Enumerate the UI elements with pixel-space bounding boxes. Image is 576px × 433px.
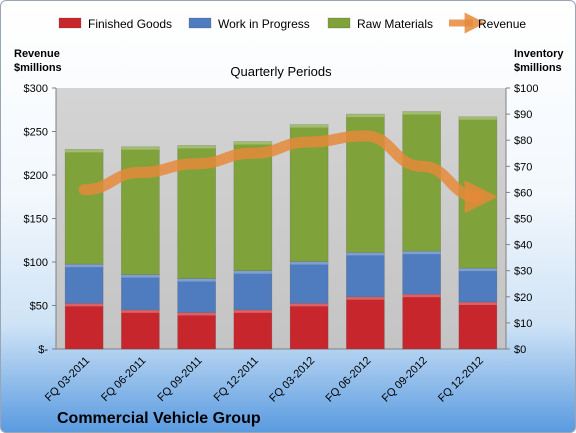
right-tick-label: $80 (514, 135, 532, 147)
right-axis-title-line1: Inventory (514, 48, 564, 60)
bar-highlight (65, 149, 104, 153)
bar-work-in-progress (64, 263, 104, 304)
bar-finished-goods (458, 301, 498, 350)
bar-work-in-progress (458, 267, 498, 303)
bar-work-in-progress (289, 261, 329, 304)
legend-label-revenue: Revenue (478, 17, 526, 31)
chart-subtitle: Quarterly Periods (230, 64, 332, 79)
right-tick-label: $30 (514, 266, 532, 278)
x-tick-label: FQ 06-2011 (99, 355, 148, 404)
x-tick-label: FQ 12-2012 (436, 355, 486, 405)
bar-highlight (177, 278, 216, 282)
right-axis: $0 $10 $20 $30 $40 $50 $60 $70 $80 $90 $100 (505, 83, 538, 356)
right-tick-label: $90 (514, 109, 532, 121)
x-tick-label: FQ 03-2011 (43, 355, 92, 404)
left-tick-label: $150 (24, 214, 48, 226)
x-tick-label: FQ 09-2011 (155, 355, 204, 404)
bar-highlight (290, 124, 329, 128)
bar-highlight (121, 274, 160, 278)
right-tick-label: $60 (514, 187, 532, 199)
bar-highlight (402, 111, 441, 115)
revenue-line-path (78, 130, 498, 214)
legend-label-work-in-progress: Work in Progress (218, 17, 310, 31)
bar-work-in-progress (121, 274, 160, 311)
bar-highlight (177, 312, 216, 316)
x-tick-label: FQ 09-2012 (380, 355, 430, 405)
bar-work-in-progress (233, 270, 273, 311)
left-tick-label: $- (38, 344, 48, 356)
bar-work-in-progress (402, 250, 441, 295)
left-tick-label: $250 (24, 127, 48, 139)
legend-swatch-raw-materials (327, 17, 351, 29)
bar-highlight (458, 268, 497, 272)
left-axis-title-line1: Revenue (14, 48, 60, 60)
legend-label-raw-materials: Raw Materials (357, 17, 433, 31)
bar-raw-materials (64, 149, 104, 265)
x-tick-label: FQ 12-2011 (212, 355, 261, 404)
bar-highlight (402, 294, 441, 298)
bar-finished-goods (233, 309, 273, 350)
bar-highlight (65, 264, 104, 268)
legend-swatch-finished-goods (58, 17, 82, 29)
bar-highlight (121, 309, 160, 313)
right-tick-label: $20 (514, 292, 532, 304)
bar-highlight (290, 261, 329, 265)
bar-highlight (290, 303, 329, 307)
bar-highlight (65, 303, 104, 307)
right-tick-label: $70 (514, 161, 532, 173)
bar-finished-goods (402, 293, 441, 350)
right-tick-label: $10 (514, 318, 532, 330)
bar-highlight (458, 302, 497, 306)
bar-highlight (458, 116, 497, 120)
legend-label-finished-goods: Finished Goods (88, 17, 172, 31)
bar-highlight (402, 251, 441, 255)
right-tick-label: $40 (514, 240, 532, 252)
bar-finished-goods (177, 312, 216, 350)
legend: Finished Goods Work in Progress Raw Materi… (58, 12, 526, 34)
bar-work-in-progress (346, 252, 385, 298)
left-tick-label: $200 (24, 170, 48, 182)
bar-highlight (346, 252, 385, 256)
bar-highlight (121, 146, 160, 150)
x-axis-labels: FQ 03-2011 FQ 06-2011 FQ 09-2011 FQ 12-2011… (43, 355, 486, 405)
bar-raw-materials (233, 141, 273, 272)
right-tick-label: $0 (514, 344, 526, 356)
right-tick-label: $100 (514, 83, 538, 95)
left-tick-label: $100 (24, 257, 48, 269)
bar-highlight (233, 270, 272, 274)
left-axis-title-line2: $millions (14, 62, 62, 74)
x-tick-label: FQ 06-2012 (324, 355, 374, 405)
bar-highlight (177, 145, 216, 149)
bar-finished-goods (289, 303, 329, 350)
bar-finished-goods (346, 296, 385, 350)
bar-raw-materials (402, 111, 441, 252)
legend-swatch-work-in-progress (188, 17, 212, 29)
bar-highlight (233, 309, 272, 313)
company-name: Commercial Vehicle Group (57, 410, 261, 427)
bars (64, 111, 498, 350)
bar-finished-goods (64, 303, 104, 350)
bar-highlight (346, 296, 385, 300)
left-tick-label: $300 (24, 83, 48, 95)
right-axis-title-line2: $millions (514, 62, 562, 74)
x-tick-label: FQ 03-2012 (267, 355, 317, 405)
left-tick-label: $50 (30, 301, 48, 313)
bar-highlight (233, 141, 272, 145)
bar-finished-goods (121, 309, 160, 350)
bar-highlight (346, 114, 385, 118)
right-tick-label: $50 (514, 214, 532, 226)
bar-work-in-progress (177, 278, 216, 313)
revenue-line (78, 130, 498, 214)
